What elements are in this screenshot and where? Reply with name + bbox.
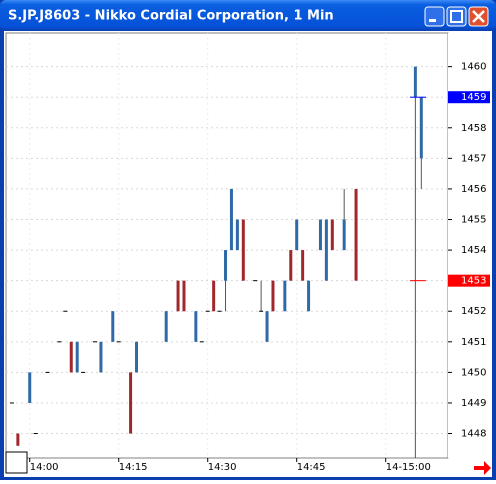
candle-body <box>69 341 73 373</box>
candle-body <box>182 280 186 312</box>
y-axis-area <box>448 33 492 458</box>
price-marker-label: 1453 <box>461 276 486 287</box>
y-tick-label: 1454 <box>461 245 486 256</box>
candle-body <box>135 341 139 373</box>
candle-body <box>194 311 198 342</box>
price-marker-label: 1459 <box>461 92 486 103</box>
x-tick-label: 14:00 <box>30 462 59 473</box>
y-tick-label: 1452 <box>461 306 486 317</box>
candle-body <box>283 280 287 312</box>
x-tick-label: 14:15 <box>119 462 148 473</box>
candle-body <box>176 280 180 312</box>
candle-body <box>235 219 239 251</box>
candle-body <box>129 372 133 434</box>
candle-body <box>164 311 168 342</box>
title-bar <box>0 0 496 31</box>
candle-body <box>212 280 216 312</box>
candle-body <box>289 250 293 281</box>
y-tick-label: 1457 <box>461 153 486 164</box>
x-tick-label: 14-15:00 <box>386 462 431 473</box>
y-tick-label: 1449 <box>461 398 486 409</box>
candle-body <box>301 250 305 281</box>
candle-body <box>224 250 228 281</box>
candle-body <box>318 219 322 251</box>
candle-body <box>28 372 32 403</box>
candle-body <box>16 433 20 446</box>
candle-body <box>354 188 358 281</box>
maximize-button[interactable] <box>446 6 467 27</box>
candle-body <box>111 311 115 342</box>
scroll-arrow[interactable] <box>474 461 491 475</box>
candle-body <box>419 97 423 159</box>
candle-body <box>99 341 103 373</box>
candle-body <box>295 219 299 251</box>
candle-body <box>342 219 346 251</box>
y-tick-label: 1448 <box>461 429 486 440</box>
candle-body <box>324 219 328 281</box>
candle-body <box>307 280 311 312</box>
window-title: S.JP.J8603 - Nikko Cordial Corporation, … <box>8 9 334 24</box>
corner-box[interactable] <box>5 451 28 474</box>
y-tick-label: 1460 <box>461 62 486 73</box>
candle-body <box>330 219 334 251</box>
y-tick-label: 1451 <box>461 337 486 348</box>
candle-body <box>271 280 275 312</box>
y-tick-label: 1455 <box>461 215 486 226</box>
close-button[interactable] <box>468 6 489 27</box>
candle-body <box>75 341 79 373</box>
y-tick-label: 1450 <box>461 367 486 378</box>
y-tick-label: 1456 <box>461 184 486 195</box>
candle-body <box>413 66 417 98</box>
candle-body <box>241 219 245 281</box>
x-tick-label: 14:30 <box>208 462 237 473</box>
candle-body <box>265 311 269 342</box>
y-tick-label: 1458 <box>461 123 486 134</box>
candle-body <box>229 188 233 251</box>
axes: 1448 1449 1450 1451 1452 1453 1454 1455 1456 1457… <box>29 62 490 473</box>
plot <box>6 33 448 458</box>
x-tick-label: 14:45 <box>297 462 326 473</box>
price-marker <box>448 274 490 287</box>
price-marker <box>448 91 490 104</box>
minimize-button[interactable] <box>424 6 445 27</box>
